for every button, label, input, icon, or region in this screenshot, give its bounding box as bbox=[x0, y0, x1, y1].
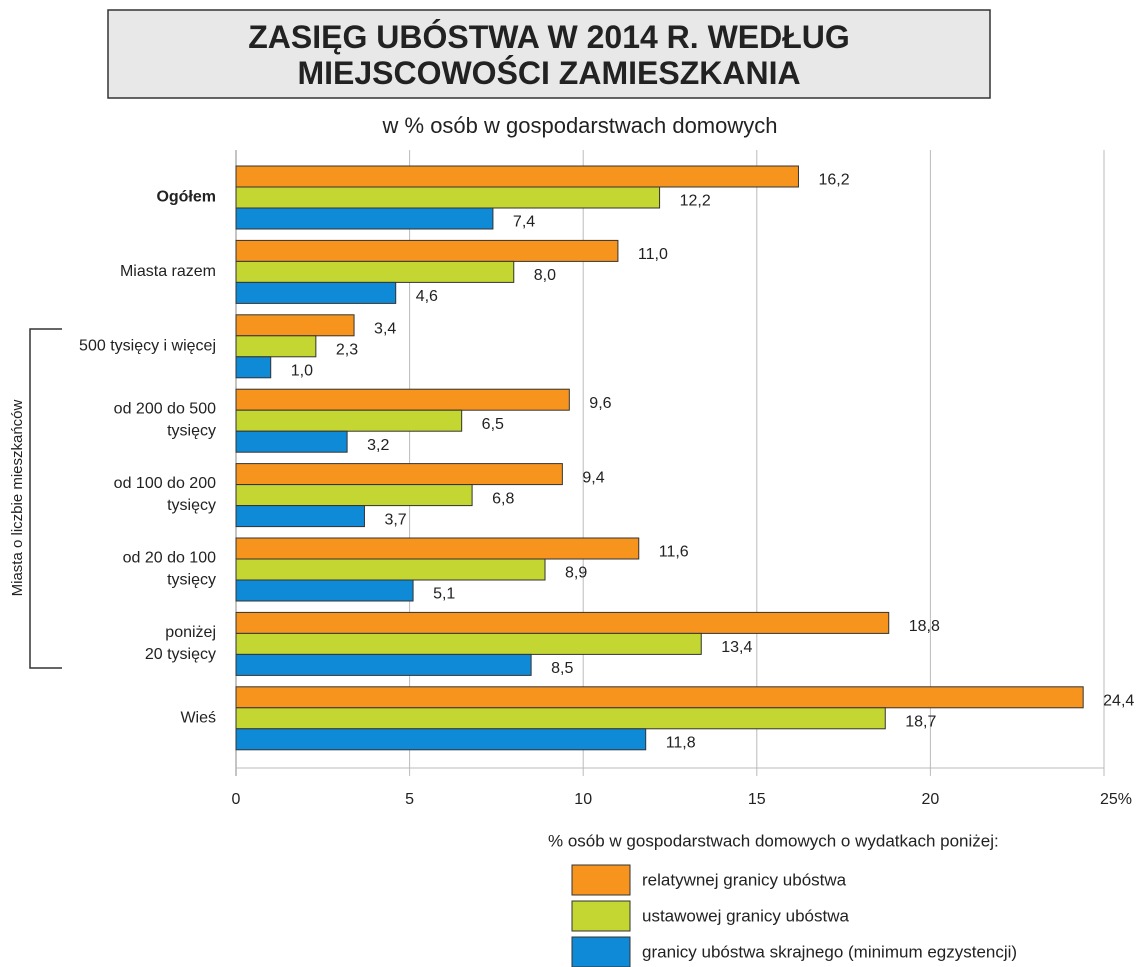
bar bbox=[235, 356, 272, 379]
value-label: 12,2 bbox=[680, 193, 711, 210]
value-label: 6,5 bbox=[482, 416, 504, 433]
bar bbox=[235, 388, 570, 411]
bar bbox=[235, 505, 365, 528]
value-label: 13,4 bbox=[721, 639, 752, 656]
legend-label: relatywnej granicy ubóstwa bbox=[642, 870, 847, 889]
legend-swatch bbox=[571, 900, 631, 932]
bar bbox=[235, 281, 397, 304]
category-label: Wieś bbox=[180, 710, 216, 727]
title-box bbox=[107, 9, 991, 99]
x-tick-label: 25% bbox=[1100, 791, 1132, 808]
category-label: 500 tysięcy i więcej bbox=[79, 338, 216, 355]
bar bbox=[235, 611, 890, 634]
category-label: Miasta razem bbox=[120, 263, 216, 280]
bar bbox=[235, 632, 702, 655]
chart-subtitle: w % osób w gospodarstwach domowych bbox=[382, 113, 778, 138]
x-tick-label: 15 bbox=[748, 791, 766, 808]
group-bracket bbox=[29, 328, 62, 669]
bar bbox=[235, 653, 532, 676]
bar bbox=[235, 728, 647, 751]
bar bbox=[235, 579, 414, 602]
value-label: 11,0 bbox=[638, 246, 668, 263]
bar bbox=[235, 686, 1084, 709]
value-label: 7,4 bbox=[513, 214, 535, 231]
bar bbox=[235, 239, 619, 262]
value-label: 11,6 bbox=[659, 544, 689, 561]
value-label: 9,4 bbox=[582, 469, 604, 486]
x-tick-label: 20 bbox=[922, 791, 940, 808]
bar bbox=[235, 165, 799, 188]
bar bbox=[235, 186, 661, 209]
legend-swatch bbox=[571, 936, 631, 967]
value-label: 3,7 bbox=[384, 511, 406, 528]
bar bbox=[235, 558, 546, 581]
bar bbox=[235, 207, 494, 230]
legend-title: % osób w gospodarstwach domowych o wydat… bbox=[548, 831, 999, 850]
legend-label: ustawowej granicy ubóstwa bbox=[642, 906, 849, 925]
value-label: 5,1 bbox=[433, 586, 455, 603]
x-tick-label: 5 bbox=[405, 791, 414, 808]
value-label: 8,9 bbox=[565, 565, 587, 582]
legend-label: granicy ubóstwa skrajnego (minimum egzys… bbox=[642, 942, 1017, 961]
value-label: 3,2 bbox=[367, 437, 389, 454]
value-label: 16,2 bbox=[818, 172, 849, 189]
bar bbox=[235, 260, 515, 283]
category-label: od 200 do 500 tysięcy bbox=[114, 401, 216, 440]
value-label: 18,8 bbox=[909, 618, 940, 635]
value-label: 3,4 bbox=[374, 321, 396, 338]
value-label: 6,8 bbox=[492, 490, 514, 507]
value-label: 9,6 bbox=[589, 395, 611, 412]
value-label: 8,0 bbox=[534, 267, 556, 284]
chart-title: ZASIĘG UBÓSTWA W 2014 R. WEDŁUG MIEJSCOWO… bbox=[248, 19, 850, 91]
category-label: od 100 do 200 tysięcy bbox=[114, 475, 216, 514]
value-label: 8,5 bbox=[551, 660, 573, 677]
category-label: Ogółem bbox=[156, 189, 216, 206]
category-label: poniżej 20 tysięcy bbox=[145, 624, 216, 663]
bar bbox=[235, 484, 473, 507]
group-annotation: Miasta o liczbie mieszkańców bbox=[9, 399, 26, 596]
bar bbox=[235, 707, 886, 730]
x-tick-label: 0 bbox=[232, 791, 241, 808]
bar bbox=[235, 335, 317, 358]
category-label: od 20 do 100 tysięcy bbox=[123, 550, 217, 589]
value-label: 24,4 bbox=[1103, 693, 1134, 710]
value-label: 1,0 bbox=[291, 363, 313, 380]
bar bbox=[235, 430, 348, 453]
legend-swatch bbox=[571, 864, 631, 896]
value-label: 18,7 bbox=[905, 714, 936, 731]
bar bbox=[235, 314, 355, 337]
bar bbox=[235, 537, 640, 560]
value-label: 4,6 bbox=[416, 288, 438, 305]
bar bbox=[235, 463, 563, 486]
value-label: 11,8 bbox=[666, 735, 696, 752]
value-label: 2,3 bbox=[336, 342, 358, 359]
x-tick-label: 10 bbox=[574, 791, 592, 808]
bar bbox=[235, 409, 463, 432]
